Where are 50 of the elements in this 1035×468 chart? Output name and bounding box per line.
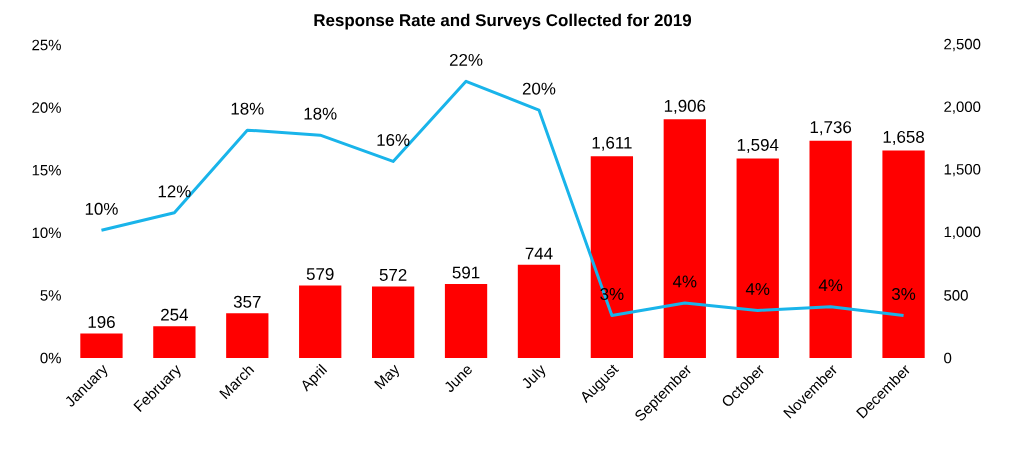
y2-tick-label: 1,000 (944, 226, 981, 239)
y-tick-label: 15% (32, 164, 61, 176)
data-label: 3% (891, 287, 916, 300)
bar (371, 286, 415, 358)
data-label: 4% (745, 283, 770, 295)
bar (517, 264, 561, 358)
bar (809, 140, 852, 358)
bar (80, 333, 123, 358)
data-label: 591 (452, 266, 480, 279)
y-tick-label: 20% (32, 102, 61, 113)
data-label: 579 (306, 268, 334, 280)
data-label: 1,594 (737, 138, 779, 153)
y2-tick-label: 0 (944, 352, 952, 364)
data-label: 18% (304, 107, 337, 120)
data-label: 1,906 (664, 99, 706, 114)
bar (882, 150, 925, 358)
data-label: 196 (88, 315, 115, 328)
y2-tick-label: 2,000 (944, 101, 981, 114)
data-label: 20% (522, 82, 556, 95)
data-label: 10% (85, 202, 118, 215)
x-tick-label: May (374, 364, 399, 390)
data-label: 357 (233, 295, 261, 308)
bar (590, 156, 634, 358)
data-label: 744 (525, 247, 553, 260)
bar (444, 284, 488, 358)
chart-title: Response Rate and Surveys Collected for 2019 (314, 13, 692, 30)
y2-tick-label: 2,500 (944, 38, 981, 52)
data-label: 1,611 (592, 136, 632, 151)
data-label: 1,736 (810, 121, 852, 136)
y-tick-label: 25% (32, 39, 61, 51)
data-label: 254 (161, 308, 188, 321)
data-label: 4% (818, 279, 843, 292)
data-label: 12% (158, 185, 191, 198)
x-tick-label: July (522, 365, 546, 389)
y2-tick-label: 500 (944, 290, 968, 301)
data-label: 18% (231, 102, 264, 115)
bar (736, 158, 779, 358)
data-label: 22% (449, 53, 483, 66)
bar (226, 313, 269, 358)
y-tick-label: 10% (32, 227, 61, 239)
bar (153, 326, 196, 358)
bar (299, 285, 342, 358)
bar (663, 119, 706, 358)
data-label: 1,658 (883, 130, 925, 145)
y-tick-label: 5% (40, 290, 61, 301)
y2-tick-label: 1,500 (944, 164, 981, 177)
y-tick-label: 0% (40, 352, 61, 364)
data-label: 16% (377, 133, 410, 146)
data-label: 4% (672, 275, 697, 288)
data-label: 572 (379, 268, 407, 281)
